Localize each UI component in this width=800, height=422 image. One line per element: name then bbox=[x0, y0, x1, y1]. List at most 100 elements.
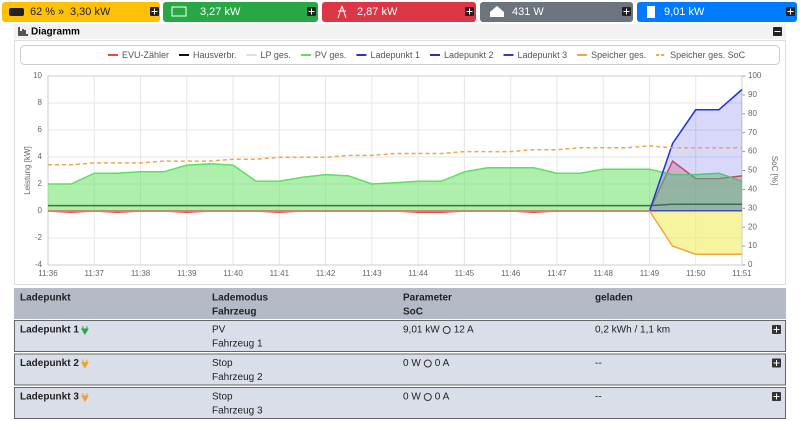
header: geladen bbox=[595, 293, 633, 304]
area-fill bbox=[48, 163, 742, 211]
y2-tick-label: 100 bbox=[748, 71, 762, 80]
header: Ladepunkt bbox=[20, 293, 71, 304]
x-tick-label: 11:40 bbox=[223, 269, 243, 278]
table-header bbox=[14, 288, 786, 319]
diagram-title: Diagramm bbox=[31, 27, 80, 38]
battery-power: 3,30 kW bbox=[70, 6, 111, 18]
chevrons: » bbox=[58, 6, 64, 18]
series-line bbox=[48, 210, 742, 255]
y2-tick-label: 30 bbox=[748, 203, 757, 212]
x-tick-label: 11:39 bbox=[177, 269, 197, 278]
power: 0 W bbox=[403, 358, 421, 369]
charged: -- bbox=[595, 392, 602, 403]
chart-panel bbox=[14, 40, 786, 285]
house-badge[interactable] bbox=[480, 2, 633, 22]
legend-entry[interactable]: EVU-Zähler bbox=[122, 50, 169, 60]
legend-entry[interactable]: Ladepunkt 1 bbox=[370, 50, 420, 60]
legend-entry[interactable]: PV ges. bbox=[315, 50, 347, 60]
power: 0 W bbox=[403, 392, 421, 403]
vehicle: Fahrzeug 2 bbox=[212, 372, 263, 383]
house-power: 431 W bbox=[512, 6, 544, 18]
mode: PV bbox=[212, 325, 226, 336]
x-tick-label: 11:36 bbox=[38, 269, 58, 278]
x-tick-label: 11:45 bbox=[455, 269, 475, 278]
x-tick-label: 11:46 bbox=[501, 269, 521, 278]
charge-power: 9,01 kW bbox=[664, 6, 705, 18]
table-body: Ladepunkt 1 PV Fahrzeug 1 9,01 kW 12 A 0,2 kW… bbox=[14, 320, 786, 419]
plug-icon bbox=[81, 326, 89, 335]
legend-box bbox=[20, 45, 780, 65]
series-line bbox=[48, 145, 742, 166]
legend-entry[interactable]: LP ges. bbox=[261, 50, 291, 60]
header: Parameter bbox=[403, 293, 452, 304]
plus bbox=[787, 8, 794, 15]
battery-badge[interactable] bbox=[2, 2, 160, 22]
y-axis-title: Leistung [kW] bbox=[23, 146, 32, 194]
y2-tick-label: 10 bbox=[748, 241, 757, 250]
y-tick-label: 0 bbox=[38, 206, 43, 215]
x-tick-label: 11:48 bbox=[593, 269, 613, 278]
grid-badge[interactable] bbox=[322, 2, 476, 22]
table-row bbox=[14, 320, 786, 352]
charge-point-name: Ladepunkt 3 bbox=[20, 392, 79, 403]
vehicle: Fahrzeug 1 bbox=[212, 339, 263, 350]
legend-entry[interactable]: Ladepunkt 2 bbox=[444, 50, 494, 60]
header: SoC bbox=[403, 307, 423, 318]
plus bbox=[773, 326, 780, 333]
x-tick-label: 11:49 bbox=[640, 269, 660, 278]
y-tick-label: 10 bbox=[33, 71, 42, 80]
y-tick-label: -4 bbox=[35, 260, 43, 269]
power: 9,01 kW bbox=[403, 325, 440, 336]
legend-entry[interactable]: Speicher ges. SoC bbox=[670, 50, 746, 60]
plot-frame bbox=[47, 75, 743, 266]
legend-entry[interactable]: Ladepunkt 3 bbox=[518, 50, 568, 60]
charge-point-name: Ladepunkt 2 bbox=[20, 358, 79, 369]
charged: -- bbox=[595, 358, 602, 369]
pv-icon bbox=[171, 6, 187, 17]
y-tick-label: 4 bbox=[38, 152, 43, 161]
battery-icon bbox=[9, 8, 24, 16]
legend-entry[interactable]: Hausverbr. bbox=[193, 50, 237, 60]
charge-icon bbox=[647, 6, 655, 18]
plug-icon bbox=[81, 359, 89, 369]
diagram-header bbox=[14, 24, 786, 39]
y-tick-label: -2 bbox=[35, 233, 43, 242]
x-tick-label: 11:41 bbox=[270, 269, 290, 278]
current: 0 A bbox=[435, 358, 450, 369]
plus bbox=[466, 8, 473, 15]
y2-tick-label: 20 bbox=[748, 222, 757, 231]
charge-point-name: Ladepunkt 1 bbox=[20, 325, 79, 336]
pv-power: 3,27 kW bbox=[200, 6, 241, 18]
charge-badge[interactable] bbox=[637, 2, 797, 22]
mode: Stop bbox=[212, 358, 233, 369]
charged: 0,2 kWh / 1,1 km bbox=[595, 325, 670, 336]
plus bbox=[773, 393, 780, 400]
y2-tick-label: 70 bbox=[748, 128, 757, 137]
x-tick-label: 11:47 bbox=[547, 269, 567, 278]
series-line bbox=[48, 163, 743, 185]
x-tick-label: 11:43 bbox=[362, 269, 382, 278]
plus bbox=[308, 8, 315, 15]
y-tick-label: 6 bbox=[38, 125, 43, 134]
area-fill bbox=[48, 89, 742, 211]
chart-icon bbox=[18, 27, 28, 36]
y-tick-label: 2 bbox=[38, 179, 43, 188]
status-bar: 62 % » 3,30 kW 3,27 kW 2,87 kW 431 W 9,0… bbox=[2, 2, 797, 22]
plus bbox=[151, 8, 158, 15]
current: 12 A bbox=[454, 325, 474, 336]
y2-tick-label: 50 bbox=[748, 166, 757, 175]
vehicle: Fahrzeug 3 bbox=[212, 406, 263, 417]
x-tick-label: 11:51 bbox=[732, 269, 752, 278]
y2-axis-title: SoC [%] bbox=[770, 156, 779, 185]
y2-tick-label: 0 bbox=[748, 260, 753, 269]
x-tick-label: 11:44 bbox=[408, 269, 428, 278]
header: Fahrzeug bbox=[212, 307, 256, 318]
current: 0 A bbox=[435, 392, 450, 403]
pv-badge[interactable] bbox=[163, 2, 318, 22]
y2-tick-label: 60 bbox=[748, 147, 757, 156]
legend-entry[interactable]: Speicher ges. bbox=[591, 50, 646, 60]
y2-tick-label: 40 bbox=[748, 185, 757, 194]
y2-tick-label: 90 bbox=[748, 90, 757, 99]
